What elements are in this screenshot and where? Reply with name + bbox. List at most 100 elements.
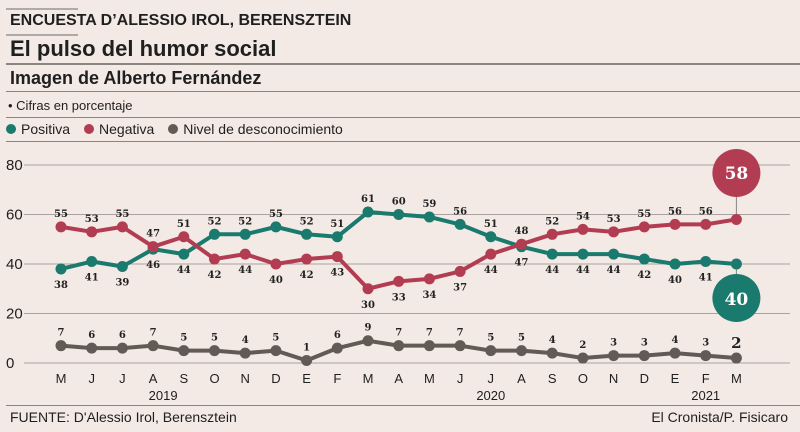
y-tick-label: 40: [6, 256, 23, 273]
legend-label: Nivel de desconocimiento: [183, 121, 343, 137]
data-label: 55: [269, 209, 283, 220]
data-point: [301, 355, 313, 367]
footer-divider: [6, 405, 800, 406]
data-point: [546, 228, 558, 240]
data-label: 56: [453, 206, 467, 217]
y-tick-label: 60: [6, 207, 23, 224]
data-label: 34: [422, 290, 436, 301]
data-label: 53: [85, 214, 99, 225]
data-label: 52: [300, 216, 314, 227]
legend-item-desconocimiento: Nivel de desconocimiento: [168, 121, 343, 137]
data-label: 6: [88, 330, 95, 341]
credit-note: El Cronista/P. Fisicaro: [651, 409, 788, 425]
data-point: [638, 253, 650, 265]
data-point: [147, 340, 159, 352]
data-label: 46: [146, 260, 160, 271]
data-point: [178, 248, 190, 260]
data-label: 61: [361, 194, 375, 205]
data-point: [516, 238, 527, 250]
data-label: 54: [576, 211, 590, 222]
data-point: [393, 209, 405, 220]
last-value-bubble-label: 58: [725, 164, 749, 184]
data-point: [516, 345, 527, 357]
series-line-positiva: [60, 210, 737, 271]
data-label: 4: [549, 335, 556, 346]
data-label: 60: [392, 197, 406, 208]
data-label: 2: [731, 334, 741, 352]
data-point: [577, 352, 589, 364]
x-tick-label: N: [241, 371, 250, 386]
data-label: 41: [699, 273, 713, 284]
data-label: 42: [208, 270, 222, 281]
data-point: [454, 340, 466, 352]
data-point: [301, 228, 313, 240]
data-point: [331, 251, 343, 263]
data-point: [608, 248, 620, 260]
data-point: [116, 342, 128, 354]
data-point: [239, 347, 251, 359]
x-tick-label: M: [731, 371, 742, 386]
last-value-bubble-label: 40: [725, 290, 749, 310]
data-label: 38: [54, 280, 68, 291]
x-tick-label: J: [457, 371, 464, 386]
data-point: [362, 335, 374, 347]
data-label: 3: [702, 338, 709, 349]
x-tick-label: D: [271, 371, 280, 386]
x-tick-label: S: [179, 371, 188, 386]
subtitle-divider: [6, 91, 800, 92]
x-tick-label: F: [702, 371, 710, 386]
data-point: [270, 345, 282, 357]
y-tick-label: 0: [6, 355, 14, 372]
data-point: [362, 206, 374, 218]
data-point: [423, 273, 435, 285]
data-point: [209, 253, 220, 265]
data-label: 5: [487, 333, 494, 344]
data-point: [730, 213, 742, 225]
data-point: [423, 211, 435, 223]
data-label: 2: [579, 340, 586, 351]
y-tick-label: 80: [6, 157, 23, 174]
legend: Positiva Negativa Nivel de desconocimien…: [6, 121, 343, 137]
year-label: 2021: [691, 388, 720, 403]
data-label: 1: [303, 343, 310, 354]
data-point: [454, 265, 466, 277]
data-point: [55, 340, 67, 352]
data-point: [86, 256, 98, 268]
x-tick-label: A: [394, 371, 403, 386]
data-point: [608, 350, 620, 362]
data-point: [362, 283, 374, 295]
data-point: [393, 275, 405, 287]
data-point: [178, 231, 190, 243]
data-point: [700, 256, 712, 268]
data-point: [178, 345, 190, 357]
data-label: 53: [607, 214, 621, 225]
data-point: [116, 260, 128, 272]
year-label: 2019: [149, 388, 178, 403]
data-label: 7: [457, 328, 464, 339]
data-point: [239, 248, 251, 260]
legend-label: Negativa: [99, 121, 155, 137]
data-point: [546, 248, 558, 260]
data-label: 39: [115, 277, 129, 288]
x-tick-label: O: [578, 371, 588, 386]
data-label: 51: [177, 219, 191, 230]
data-label: 52: [545, 216, 559, 227]
data-label: 43: [330, 268, 344, 279]
x-tick-label: F: [333, 371, 341, 386]
data-label: 55: [54, 209, 68, 220]
data-point: [209, 345, 220, 357]
data-label: 7: [395, 328, 402, 339]
last-value-bubble-negativa: [712, 149, 761, 197]
note-divider: [6, 117, 800, 118]
data-label: 3: [641, 338, 648, 349]
data-point: [270, 258, 282, 270]
top-decor-rule: [6, 8, 78, 10]
data-label: 7: [58, 328, 65, 339]
data-point: [700, 350, 712, 362]
legend-divider: [6, 141, 800, 142]
data-label: 44: [177, 265, 191, 276]
x-tick-label: S: [548, 371, 557, 386]
data-label: 5: [272, 333, 279, 344]
data-point: [147, 241, 159, 253]
data-point: [393, 340, 405, 352]
